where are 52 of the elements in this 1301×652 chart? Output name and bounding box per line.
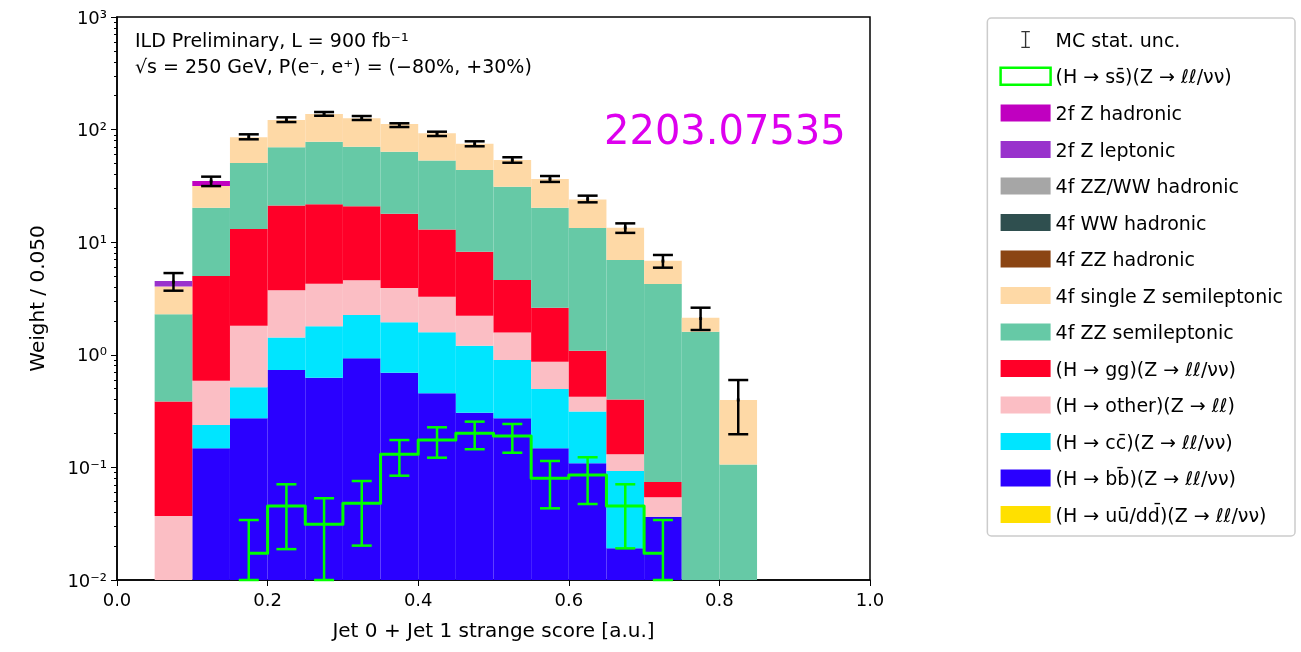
legend-label: (H → ss̄)(Z → ℓℓ/νν): [1055, 65, 1232, 88]
legend-label: 4f ZZ/WW hadronic: [1055, 175, 1239, 197]
x-tick-label: 0.8: [705, 588, 734, 610]
y-tick-label: 10³: [76, 6, 107, 28]
annotation: √s = 250 GeV, P(e⁻, e⁺) = (−80%, +30%): [135, 54, 532, 77]
point: [209, 179, 213, 183]
bar: [154, 314, 193, 402]
bar: [154, 286, 193, 315]
legend-label: (H → other)(Z → ℓℓ): [1055, 394, 1235, 416]
x-tick-label: 0.4: [403, 588, 433, 610]
x-axis-title: Jet 0 + Jet 1 strange score [a.u.]: [330, 618, 655, 642]
y-axis-title: Weight / 0.050: [25, 225, 49, 372]
x-tick-label: 0.2: [253, 588, 282, 610]
annotation: ILD Preliminary, L = 900 fb⁻¹: [135, 28, 409, 51]
bar: [192, 186, 230, 208]
bar: [154, 280, 193, 287]
legend-label: 2f Z hadronic: [1055, 102, 1182, 124]
bar: [154, 401, 193, 517]
y-tick-label: 10²: [76, 119, 107, 141]
point: [699, 317, 703, 321]
legend-label: (H → gg)(Z → ℓℓ/νν): [1055, 357, 1236, 380]
bar: [568, 396, 607, 412]
annotation: 2203.07535: [604, 107, 846, 153]
y-tick-label: 10⁻²: [67, 569, 107, 591]
bar: [606, 227, 645, 260]
legend-label: (H → cc̄)(Z → ℓℓ/νν): [1055, 430, 1233, 453]
point: [661, 259, 665, 263]
x-tick-label: 1.0: [855, 588, 885, 610]
bar: [606, 454, 645, 471]
x-tick-label: 0.0: [102, 588, 132, 610]
bar: [719, 400, 758, 465]
bar: [644, 481, 682, 498]
bar: [531, 361, 569, 389]
y-tick-label: 10⁰: [76, 344, 107, 366]
bar: [644, 497, 682, 517]
legend-label: 2f Z leptonic: [1055, 138, 1176, 161]
legend-label: 4f single Z semileptonic: [1055, 284, 1283, 307]
bar: [606, 399, 645, 455]
bar: [154, 516, 193, 580]
legend-label: (H → uū/dd̄)(Z → ℓℓ/νν): [1055, 502, 1267, 526]
legend-label: MC stat. unc.: [1055, 28, 1181, 51]
bar: [229, 387, 268, 419]
legend-label: 4f ZZ semileptonic: [1055, 321, 1234, 343]
point: [736, 398, 740, 402]
legend-label: 4f WW hadronic: [1055, 211, 1207, 234]
legend-label: (H → bb̄)(Z → ℓℓ/νν): [1055, 465, 1236, 489]
point: [171, 280, 175, 284]
y-tick-label: 10¹: [76, 231, 107, 253]
x-tick-label: 0.6: [554, 588, 584, 610]
bar: [192, 425, 230, 449]
y-tick-label: 10⁻¹: [67, 456, 107, 478]
legend-label: 4f ZZ hadronic: [1055, 248, 1196, 270]
